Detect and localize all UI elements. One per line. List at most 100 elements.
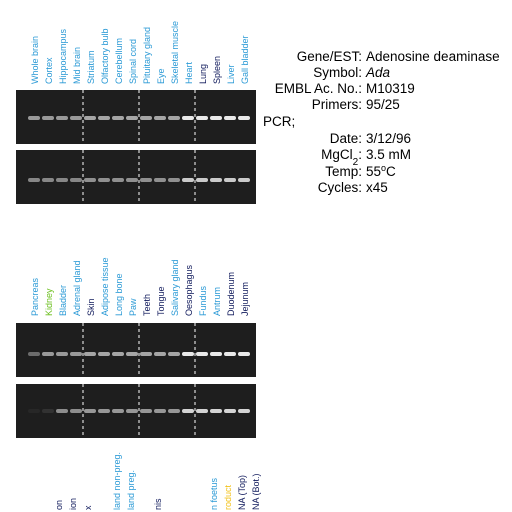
- band: [168, 116, 180, 120]
- info-label: Gene/EST:: [297, 49, 362, 64]
- lane-label: ion: [68, 498, 78, 510]
- value-part: o: [381, 163, 386, 173]
- info-value: 3/12/96: [366, 131, 411, 146]
- gel: [16, 150, 256, 204]
- band: [140, 352, 152, 356]
- info-value: Ada: [365, 65, 391, 80]
- band: [70, 116, 82, 120]
- lane-label: NA (Bot.): [251, 473, 261, 510]
- lane-label: Whole brain: [30, 36, 40, 84]
- lane-label: Teeth: [142, 294, 152, 316]
- lane-label: Skin: [86, 298, 96, 316]
- band: [224, 116, 236, 120]
- band: [28, 409, 40, 413]
- lane-label: land preg.: [126, 470, 136, 510]
- lane-label: x: [83, 505, 93, 510]
- band: [154, 116, 166, 120]
- lane-label: Kidney: [44, 288, 54, 316]
- lane-label: Pituitary gland: [142, 27, 152, 84]
- band: [182, 178, 194, 182]
- band: [28, 352, 40, 356]
- band: [238, 409, 250, 413]
- lane-label: n foetus: [209, 477, 219, 510]
- lane-label: Fundus: [198, 285, 208, 316]
- info-label: Primers:: [312, 97, 362, 112]
- band: [210, 352, 222, 356]
- label-part: 2: [353, 157, 359, 168]
- band: [28, 116, 40, 120]
- info-label: EMBL Ac. No.:: [275, 81, 362, 96]
- info-value: x45: [366, 180, 388, 195]
- lane-label: land non-preg.: [112, 452, 122, 510]
- lane-label: Pancreas: [30, 277, 40, 316]
- value-part: C: [386, 164, 396, 179]
- lane-label: Adipose tissue: [100, 257, 110, 316]
- band: [224, 409, 236, 413]
- value-part: 55: [366, 164, 381, 179]
- band: [168, 409, 180, 413]
- lane-label: roduct: [223, 484, 233, 510]
- lane-label: Duodenum: [226, 272, 236, 316]
- info-value: 3.5 mM: [366, 147, 411, 162]
- band: [126, 409, 138, 413]
- value-part: Adenosine deaminase: [366, 49, 500, 64]
- band: [196, 352, 208, 356]
- band: [238, 116, 250, 120]
- label-part: Symbol:: [313, 65, 362, 80]
- band: [70, 178, 82, 182]
- band: [182, 116, 194, 120]
- lane-label: Cortex: [44, 57, 54, 84]
- band: [112, 116, 124, 120]
- gel: [16, 323, 256, 377]
- band: [140, 409, 152, 413]
- band: [168, 178, 180, 182]
- band: [126, 116, 138, 120]
- band: [42, 352, 54, 356]
- lane-label: nis: [153, 498, 163, 510]
- band: [42, 178, 54, 182]
- band: [56, 178, 68, 182]
- value-part: 3/12/96: [366, 131, 411, 146]
- value-part: 95/25: [366, 97, 400, 112]
- lane-label: Hippocampus: [58, 28, 68, 84]
- info-label: MgCl2:: [321, 147, 362, 168]
- band: [182, 409, 194, 413]
- band: [70, 409, 82, 413]
- lane-label: Skeletal muscle: [170, 21, 180, 84]
- label-part: EMBL Ac. No.:: [275, 81, 362, 96]
- band: [210, 116, 222, 120]
- band: [84, 352, 96, 356]
- lane-label: Long bone: [114, 273, 124, 316]
- label-part: MgCl: [321, 147, 353, 162]
- info-label: Date:: [330, 131, 362, 146]
- info-value: M10319: [366, 81, 415, 96]
- lane-label: Paw: [128, 298, 138, 316]
- label-part: Temp:: [325, 164, 362, 179]
- band: [98, 178, 110, 182]
- lane-label: Antrum: [212, 287, 222, 316]
- band: [112, 352, 124, 356]
- value-part: x45: [366, 180, 388, 195]
- info-value: 95/25: [366, 97, 400, 112]
- band: [196, 178, 208, 182]
- band: [238, 178, 250, 182]
- lane-label: Bladder: [58, 285, 68, 316]
- band: [196, 409, 208, 413]
- band: [140, 178, 152, 182]
- lane-label: Heart: [184, 61, 194, 84]
- lane-label: Tongue: [156, 286, 166, 316]
- band: [56, 116, 68, 120]
- lane-label: Mid brain: [72, 47, 82, 84]
- band: [84, 178, 96, 182]
- lane-label: Adrenal gland: [72, 260, 82, 316]
- band: [98, 409, 110, 413]
- band: [126, 178, 138, 182]
- info-label: Temp:: [325, 164, 362, 179]
- band: [140, 116, 152, 120]
- info-label: Cycles:: [318, 180, 362, 195]
- band: [56, 409, 68, 413]
- info-value: Adenosine deaminase: [366, 49, 500, 64]
- label-part: :: [358, 147, 362, 162]
- info-label: Symbol:: [313, 65, 362, 80]
